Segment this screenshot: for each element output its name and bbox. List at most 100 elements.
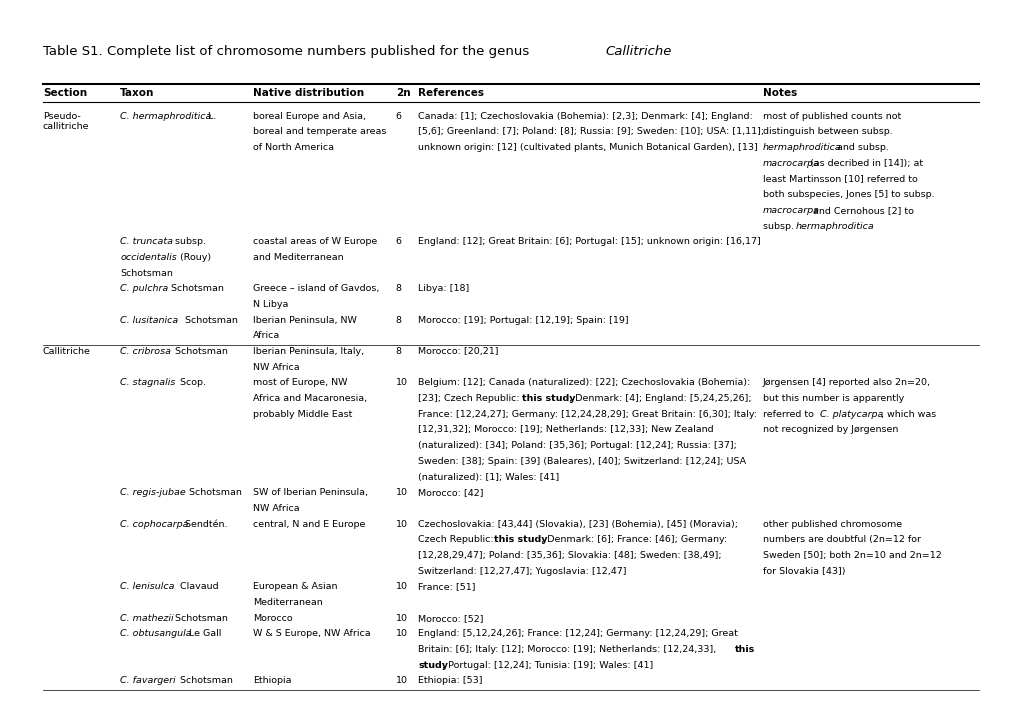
Text: Schotsman: Schotsman bbox=[186, 488, 243, 498]
Text: Callitriche: Callitriche bbox=[605, 45, 672, 58]
Text: Table S1. Complete list of chromosome numbers published for the genus: Table S1. Complete list of chromosome nu… bbox=[43, 45, 533, 58]
Text: Iberian Peninsula, Italy,: Iberian Peninsula, Italy, bbox=[253, 347, 364, 356]
Text: [23]; Czech Republic:: [23]; Czech Republic: bbox=[418, 394, 523, 403]
Text: C. mathezii: C. mathezii bbox=[120, 613, 174, 623]
Text: distinguish between subsp.: distinguish between subsp. bbox=[762, 127, 892, 137]
Text: 2n: 2n bbox=[395, 89, 410, 98]
Text: England: [5,12,24,26]; France: [12,24]; Germany: [12,24,29]; Great: England: [5,12,24,26]; France: [12,24]; … bbox=[418, 629, 738, 639]
Text: Switzerland: [12,27,47]; Yugoslavia: [12,47]: Switzerland: [12,27,47]; Yugoslavia: [12… bbox=[418, 567, 626, 575]
Text: study: study bbox=[418, 661, 447, 670]
Text: Notes: Notes bbox=[762, 89, 797, 98]
Text: C. stagnalis: C. stagnalis bbox=[120, 379, 175, 387]
Text: Schotsman: Schotsman bbox=[120, 269, 173, 278]
Text: 10: 10 bbox=[395, 582, 408, 591]
Text: Iberian Peninsula, NW: Iberian Peninsula, NW bbox=[253, 315, 357, 325]
Text: European & Asian: European & Asian bbox=[253, 582, 337, 591]
Text: Pseudo-
callitriche: Pseudo- callitriche bbox=[43, 112, 90, 131]
Text: of North America: of North America bbox=[253, 143, 333, 152]
Text: Czech Republic:: Czech Republic: bbox=[418, 535, 496, 544]
Text: central, N and E Europe: central, N and E Europe bbox=[253, 520, 365, 528]
Text: ; Denmark: [6]; France: [46]; Germany:: ; Denmark: [6]; France: [46]; Germany: bbox=[540, 535, 727, 544]
Text: C. cribrosa: C. cribrosa bbox=[120, 347, 171, 356]
Text: C. favargeri: C. favargeri bbox=[120, 676, 176, 685]
Text: C. lenisulca: C. lenisulca bbox=[120, 582, 174, 591]
Text: coastal areas of W Europe: coastal areas of W Europe bbox=[253, 238, 377, 246]
Text: Sweden [50]; both 2n=10 and 2n=12: Sweden [50]; both 2n=10 and 2n=12 bbox=[762, 551, 941, 560]
Text: C. regis-jubae: C. regis-jubae bbox=[120, 488, 185, 498]
Text: C. platycarpa: C. platycarpa bbox=[819, 410, 882, 419]
Text: Sweden: [38]; Spain: [39] (Baleares), [40]; Switzerland: [12,24]; USA: Sweden: [38]; Spain: [39] (Baleares), [4… bbox=[418, 457, 746, 466]
Text: W & S Europe, NW Africa: W & S Europe, NW Africa bbox=[253, 629, 370, 639]
Text: (Rouy): (Rouy) bbox=[177, 253, 211, 262]
Text: not recognized by Jørgensen: not recognized by Jørgensen bbox=[762, 426, 898, 434]
Text: Canada: [1]; Czechoslovakia (Bohemia): [2,3]; Denmark: [4]; England:: Canada: [1]; Czechoslovakia (Bohemia): [… bbox=[418, 112, 752, 121]
Text: SW of Iberian Peninsula,: SW of Iberian Peninsula, bbox=[253, 488, 368, 498]
Text: [12,31,32]; Morocco: [19]; Netherlands: [12,33]; New Zealand: [12,31,32]; Morocco: [19]; Netherlands: … bbox=[418, 426, 713, 434]
Text: for Slovakia [43]): for Slovakia [43]) bbox=[762, 567, 845, 575]
Text: Section: Section bbox=[43, 89, 87, 98]
Text: this study: this study bbox=[493, 535, 547, 544]
Text: [5,6]; Greenland: [7]; Poland: [8]; Russia: [9]; Sweden: [10]; USA: [1,11];: [5,6]; Greenland: [7]; Poland: [8]; Russ… bbox=[418, 127, 763, 137]
Text: (as decribed in [14]); at: (as decribed in [14]); at bbox=[809, 159, 922, 168]
Text: Czechoslovakia: [43,44] (Slovakia), [23] (Bohemia), [45] (Moravia);: Czechoslovakia: [43,44] (Slovakia), [23]… bbox=[418, 520, 738, 528]
Text: macrocarpa: macrocarpa bbox=[762, 206, 819, 215]
Text: C. obtusangula: C. obtusangula bbox=[120, 629, 192, 639]
Text: Africa: Africa bbox=[253, 331, 280, 341]
Text: France: [51]: France: [51] bbox=[418, 582, 475, 591]
Text: 10: 10 bbox=[395, 613, 408, 623]
Text: Native distribution: Native distribution bbox=[253, 89, 364, 98]
Text: 10: 10 bbox=[395, 379, 408, 387]
Text: 10: 10 bbox=[395, 676, 408, 685]
Text: probably Middle East: probably Middle East bbox=[253, 410, 352, 419]
Text: C. cophocarpa: C. cophocarpa bbox=[120, 520, 189, 528]
Text: subsp.: subsp. bbox=[172, 238, 206, 246]
Text: 10: 10 bbox=[395, 629, 408, 639]
Text: and Cernohous [2] to: and Cernohous [2] to bbox=[809, 206, 913, 215]
Text: unknown origin: [12] (cultivated plants, Munich Botanical Garden), [13]: unknown origin: [12] (cultivated plants,… bbox=[418, 143, 757, 152]
Text: macrocarpa: macrocarpa bbox=[762, 159, 819, 168]
Text: 6: 6 bbox=[395, 112, 401, 121]
Text: (naturalized): [1]; Wales: [41]: (naturalized): [1]; Wales: [41] bbox=[418, 472, 558, 482]
Text: Morocco: [52]: Morocco: [52] bbox=[418, 613, 483, 623]
Text: 8: 8 bbox=[395, 284, 401, 293]
Text: boreal Europe and Asia,: boreal Europe and Asia, bbox=[253, 112, 366, 121]
Text: France: [12,24,27]; Germany: [12,24,28,29]; Great Britain: [6,30]; Italy:: France: [12,24,27]; Germany: [12,24,28,2… bbox=[418, 410, 756, 419]
Text: other published chromosome: other published chromosome bbox=[762, 520, 901, 528]
Text: Taxon: Taxon bbox=[120, 89, 155, 98]
Text: 8: 8 bbox=[395, 347, 401, 356]
Text: Britain: [6]; Italy: [12]; Morocco: [19]; Netherlands: [12,24,33],: Britain: [6]; Italy: [12]; Morocco: [19]… bbox=[418, 645, 718, 654]
Text: C. lusitanica: C. lusitanica bbox=[120, 315, 178, 325]
Text: most of published counts not: most of published counts not bbox=[762, 112, 901, 121]
Text: (naturalized): [34]; Poland: [35,36]; Portugal: [12,24]; Russia: [37];: (naturalized): [34]; Poland: [35,36]; Po… bbox=[418, 441, 737, 450]
Text: C. hermaphroditica: C. hermaphroditica bbox=[120, 112, 212, 121]
Text: Morocco: [20,21]: Morocco: [20,21] bbox=[418, 347, 498, 356]
Text: C. pulchra: C. pulchra bbox=[120, 284, 168, 293]
Text: References: References bbox=[418, 89, 484, 98]
Text: most of Europe, NW: most of Europe, NW bbox=[253, 379, 347, 387]
Text: and Mediterranean: and Mediterranean bbox=[253, 253, 343, 262]
Text: Schotsman: Schotsman bbox=[181, 315, 237, 325]
Text: referred to: referred to bbox=[762, 410, 816, 419]
Text: but this number is apparently: but this number is apparently bbox=[762, 394, 903, 403]
Text: Schotsman: Schotsman bbox=[167, 284, 223, 293]
Text: Greece – island of Gavdos,: Greece – island of Gavdos, bbox=[253, 284, 379, 293]
Text: N Libya: N Libya bbox=[253, 300, 288, 309]
Text: least Martinsson [10] referred to: least Martinsson [10] referred to bbox=[762, 174, 917, 184]
Text: Schotsman: Schotsman bbox=[172, 613, 228, 623]
Text: boreal and temperate areas: boreal and temperate areas bbox=[253, 127, 386, 137]
Text: NW Africa: NW Africa bbox=[253, 363, 300, 372]
Text: , which was: , which was bbox=[880, 410, 935, 419]
Text: ; Denmark: [4]; England: [5,24,25,26];: ; Denmark: [4]; England: [5,24,25,26]; bbox=[569, 394, 751, 403]
Text: Le Gall: Le Gall bbox=[186, 629, 221, 639]
Text: subsp.: subsp. bbox=[762, 222, 796, 230]
Text: occidentalis: occidentalis bbox=[120, 253, 177, 262]
Text: 10: 10 bbox=[395, 520, 408, 528]
Text: 10: 10 bbox=[395, 488, 408, 498]
Text: Mediterranean: Mediterranean bbox=[253, 598, 322, 607]
Text: and subsp.: and subsp. bbox=[833, 143, 888, 152]
Text: Sendtén.: Sendtén. bbox=[181, 520, 227, 528]
Text: Clavaud: Clavaud bbox=[177, 582, 218, 591]
Text: 8: 8 bbox=[395, 315, 401, 325]
Text: [12,28,29,47]; Poland: [35,36]; Slovakia: [48]; Sweden: [38,49];: [12,28,29,47]; Poland: [35,36]; Slovakia… bbox=[418, 551, 721, 560]
Text: Schotsman: Schotsman bbox=[172, 347, 228, 356]
